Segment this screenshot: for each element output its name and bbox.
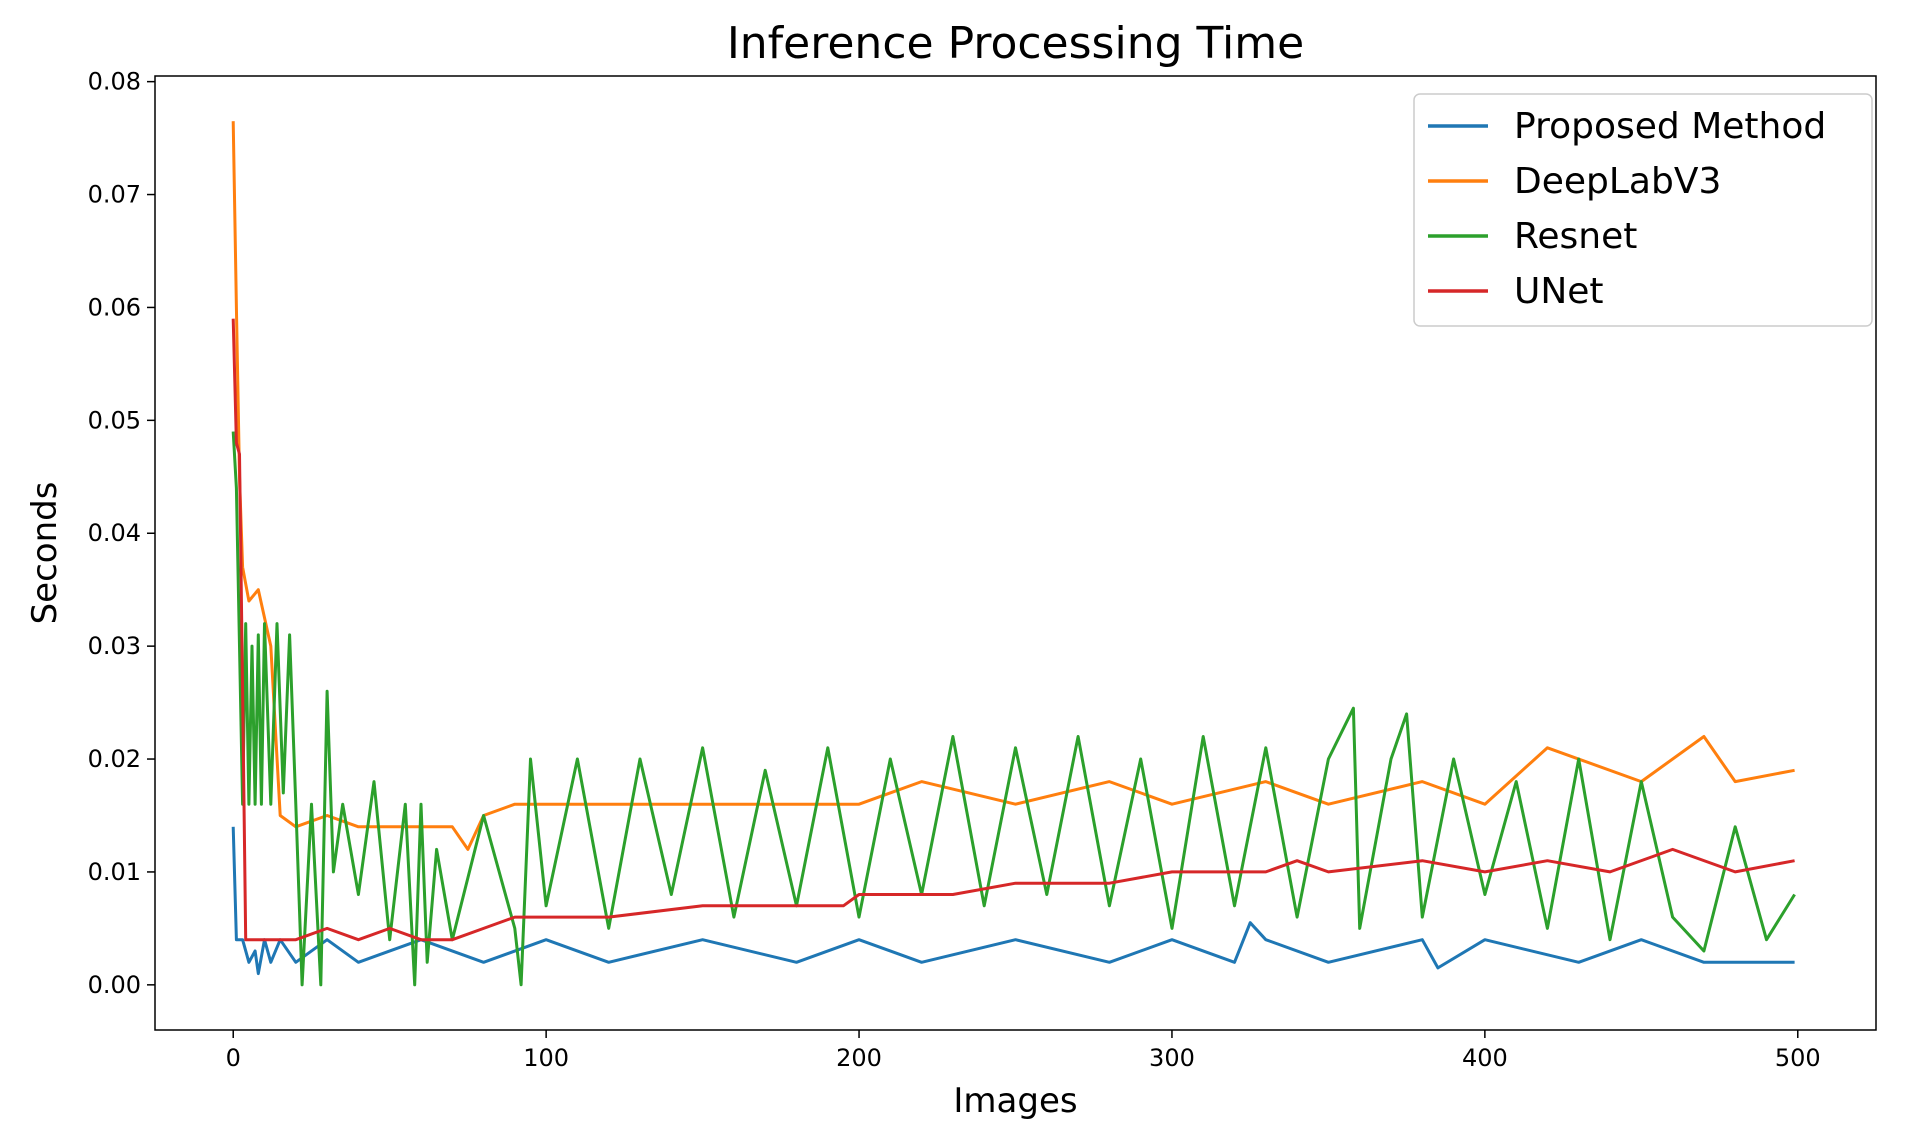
plot-area — [154, 75, 1877, 1031]
x-tick-label: 200 — [836, 1044, 882, 1072]
series-lines — [231, 121, 1796, 987]
legend-label: DeepLabV3 — [1514, 161, 1721, 202]
y-tick-label: 0.02 — [88, 745, 141, 773]
x-tick-label: 300 — [1149, 1044, 1195, 1072]
x-axis: 0 100 200 300 400 500 — [226, 1030, 1821, 1072]
y-tick-label: 0.04 — [88, 519, 141, 547]
chart-title: Inference Processing Time — [727, 18, 1304, 69]
y-tick-label: 0.01 — [88, 858, 141, 886]
x-tick-label: 100 — [523, 1044, 569, 1072]
y-tick-label: 0.06 — [88, 293, 141, 321]
legend-label: Resnet — [1514, 216, 1637, 257]
y-tick-label: 0.03 — [88, 632, 141, 660]
y-tick-label: 0.08 — [88, 68, 141, 96]
y-tick-label: 0.07 — [88, 181, 141, 209]
series-line-deeplabv3 — [231, 121, 1795, 851]
series-line-unet — [231, 318, 1795, 942]
series-line-proposed-method — [231, 826, 1795, 976]
legend: Proposed Method DeepLabV3 Resnet UNet — [1413, 93, 1873, 327]
x-axis-title: Images — [953, 1081, 1077, 1121]
y-tick-label: 0.00 — [88, 971, 141, 999]
legend-label: Proposed Method — [1514, 106, 1826, 147]
series-line-resnet — [231, 431, 1796, 987]
x-tick-label: 400 — [1462, 1044, 1508, 1072]
legend-label: UNet — [1514, 271, 1604, 312]
y-axis-title: Seconds — [25, 482, 65, 625]
legend-box — [1413, 93, 1873, 327]
x-tick-label: 0 — [226, 1044, 241, 1072]
x-tick-label: 500 — [1775, 1044, 1821, 1072]
y-axis: 0.00 0.01 0.02 0.03 0.04 0.05 0.06 0.07 0.08 — [88, 68, 155, 999]
y-tick-label: 0.05 — [88, 406, 141, 434]
